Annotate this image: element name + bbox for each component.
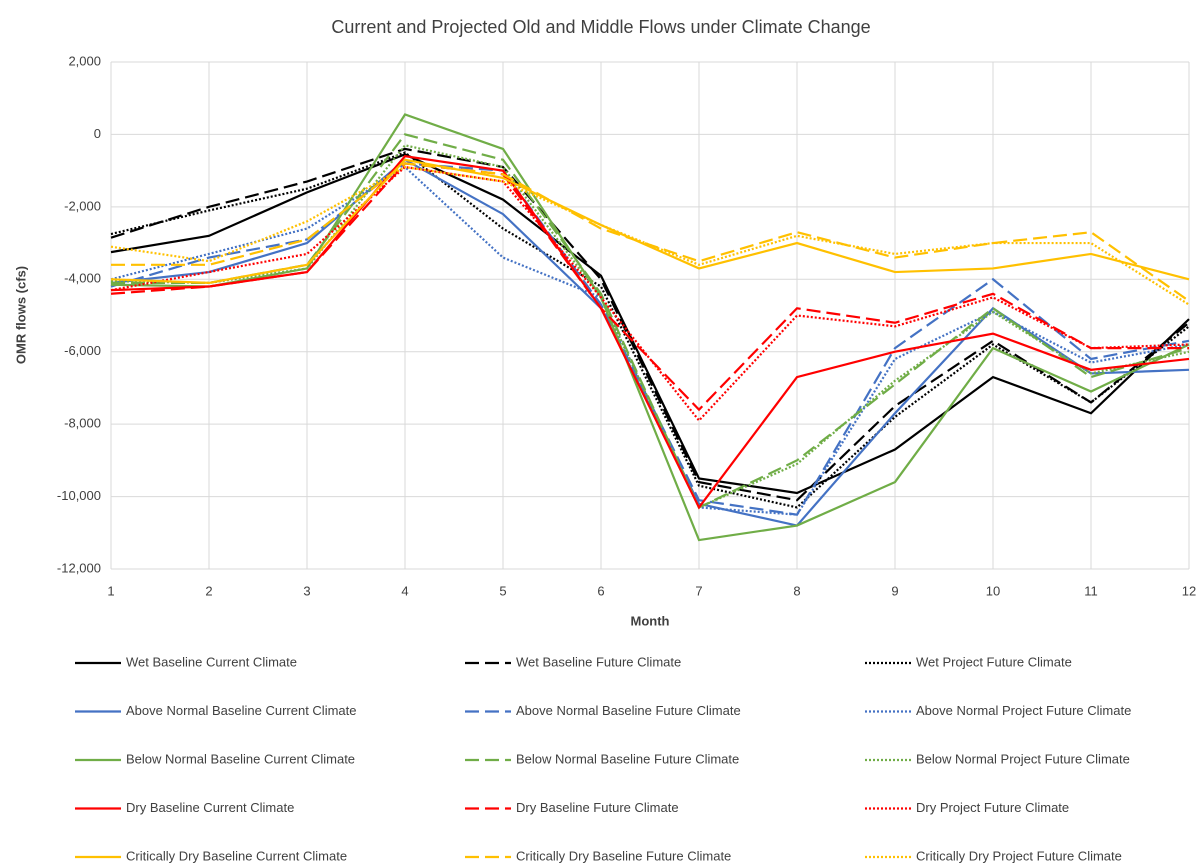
legend-label: Wet Project Future Climate — [916, 654, 1072, 669]
series-line — [110, 151, 1190, 509]
x-tick-label: 12 — [1182, 583, 1196, 598]
series-line — [110, 165, 1190, 423]
series-line — [110, 144, 1190, 509]
y-tick-label: -8,000 — [64, 416, 101, 431]
legend-label: Dry Baseline Future Climate — [516, 800, 679, 815]
series-line — [110, 147, 1190, 502]
series-line — [111, 162, 1190, 302]
x-tick-label: 4 — [401, 583, 408, 598]
y-tick-label: 0 — [94, 126, 101, 141]
legend-label: Wet Baseline Current Climate — [126, 654, 297, 669]
series-line — [110, 165, 1190, 516]
legend-label: Dry Baseline Current Climate — [126, 800, 294, 815]
series-line — [110, 113, 1190, 542]
x-tick-label: 3 — [303, 583, 310, 598]
series-line — [110, 162, 1189, 412]
series-line — [110, 158, 1190, 527]
series-line — [110, 162, 1190, 516]
x-tick-label: 10 — [986, 583, 1000, 598]
legend-label: Below Normal Baseline Current Climate — [126, 751, 355, 766]
series-line — [110, 153, 1190, 495]
x-tick-label: 6 — [597, 583, 604, 598]
legend-label: Critically Dry Project Future Climate — [916, 848, 1122, 863]
x-tick-label: 2 — [205, 583, 212, 598]
y-tick-label: -10,000 — [57, 488, 101, 503]
series-line — [110, 158, 1190, 285]
legend-label: Dry Project Future Climate — [916, 800, 1069, 815]
x-tick-label: 5 — [499, 583, 506, 598]
x-tick-label: 8 — [793, 583, 800, 598]
legend-label: Critically Dry Baseline Future Climate — [516, 848, 731, 863]
x-tick-label: 7 — [695, 583, 702, 598]
y-axis-title: OMR flows (cfs) — [13, 266, 28, 364]
x-tick-label: 9 — [891, 583, 898, 598]
legend-label: Critically Dry Baseline Current Climate — [126, 848, 347, 863]
legend-label: Above Normal Baseline Current Climate — [126, 703, 356, 718]
legend-label: Wet Baseline Future Climate — [516, 654, 681, 669]
x-tick-label: 1 — [107, 583, 114, 598]
series-line — [110, 165, 1190, 306]
chart-title: Current and Projected Old and Middle Flo… — [331, 17, 870, 37]
legend-label: Below Normal Baseline Future Climate — [516, 751, 739, 766]
y-tick-label: -12,000 — [57, 560, 101, 575]
legend-label: Above Normal Baseline Future Climate — [516, 703, 741, 718]
legend-label: Below Normal Project Future Climate — [916, 751, 1130, 766]
x-axis-title: Month — [631, 613, 670, 628]
y-tick-label: -4,000 — [64, 271, 101, 286]
y-tick-label: 2,000 — [68, 53, 101, 68]
y-tick-label: -2,000 — [64, 198, 101, 213]
x-tick-label: 11 — [1084, 583, 1098, 598]
legend-label: Above Normal Project Future Climate — [916, 703, 1131, 718]
y-tick-label: -6,000 — [64, 343, 101, 358]
